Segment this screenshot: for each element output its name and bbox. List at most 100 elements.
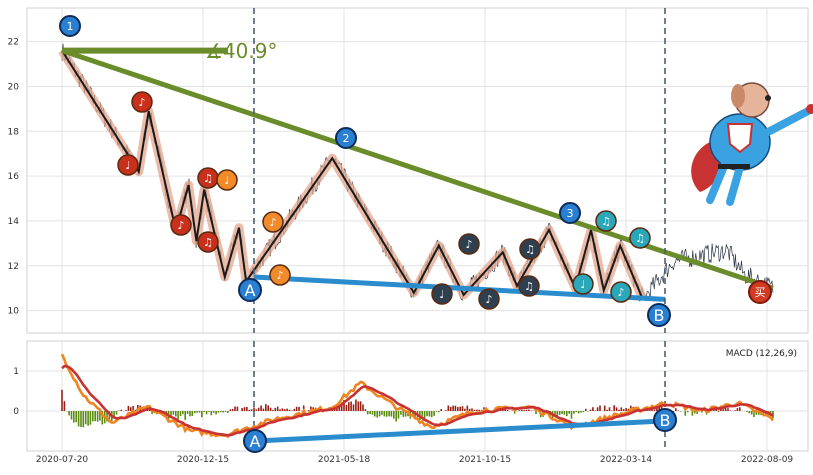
numbered-marker-label: 1 <box>67 20 74 33</box>
note-marker-circle <box>431 283 453 305</box>
music-note-marker: ♪ <box>131 91 153 113</box>
note-marker-circle <box>117 154 139 176</box>
music-note-marker: ♪ <box>269 264 291 286</box>
music-note-marker: ♫ <box>518 275 540 297</box>
music-note-marker: ♪ <box>262 211 284 233</box>
music-note-marker: ♪ <box>458 233 480 255</box>
price-y-tick-label: 16 <box>8 172 20 182</box>
note-icon: ♪ <box>177 219 184 232</box>
note-icon: ♩ <box>224 174 229 187</box>
dog-nose <box>765 95 771 101</box>
music-note-marker: ♫ <box>197 231 219 253</box>
note-icon: ♪ <box>465 238 472 251</box>
resistance-trendline <box>61 48 774 291</box>
x-tick-label: 2020-07-20 <box>36 455 89 465</box>
x-tick-label: 2022-03-14 <box>600 455 653 465</box>
note-marker-circle <box>262 211 284 233</box>
note-marker-circle <box>216 169 238 191</box>
note-icon: ♫ <box>601 215 611 228</box>
macd-panel: 0 1 MACD (12,26,9) A B <box>13 340 809 453</box>
x-tick-label: 2020-12-15 <box>177 455 229 465</box>
pivot-marker-label: B <box>654 306 665 325</box>
music-note-marker: ♫ <box>595 210 617 232</box>
numbered-marker: 3 <box>559 202 581 224</box>
note-icon: ♫ <box>203 172 213 185</box>
note-marker-circle <box>269 264 291 286</box>
music-note-marker: ♩ <box>117 154 139 176</box>
numbered-marker-circle <box>559 202 581 224</box>
numbered-marker-label: 3 <box>567 207 574 220</box>
signal-line <box>61 364 774 437</box>
macd-divergence-line <box>255 418 664 444</box>
pivot-marker: B <box>647 303 671 327</box>
numbered-marker: 1 <box>59 15 81 37</box>
music-note-marker: ♩ <box>572 273 594 295</box>
buy-badge-circle <box>748 280 772 304</box>
x-tick-label: 2022-08-09 <box>741 455 794 465</box>
superhero-dog-illustration <box>691 82 813 206</box>
pivot-marker-circle <box>238 278 262 302</box>
macd-title: MACD (12,26,9) <box>726 349 797 359</box>
note-marker-circle <box>629 227 651 249</box>
note-icon: ♪ <box>276 269 283 282</box>
music-note-marker: ♩ <box>431 283 453 305</box>
x-tick-label: 2021-10-15 <box>459 455 511 465</box>
note-marker-circle <box>610 281 632 303</box>
note-marker-circle <box>197 231 219 253</box>
macd-pivot-marker-label: B <box>660 411 671 430</box>
note-icon: ♩ <box>580 278 585 291</box>
music-note-marker: ♫ <box>519 238 541 260</box>
price-y-tick-label: 10 <box>8 307 20 317</box>
price-y-tick-label: 22 <box>8 38 19 48</box>
dog-emblem <box>726 123 754 154</box>
note-marker-circle <box>595 210 617 232</box>
note-marker-circle <box>131 91 153 113</box>
price-y-tick-label: 14 <box>8 217 20 227</box>
music-note-marker: ♪ <box>610 281 632 303</box>
x-tick-label: 2021-05-18 <box>318 455 371 465</box>
note-icon: ♩ <box>439 288 444 301</box>
dog-belt <box>718 164 750 169</box>
note-marker-circle <box>518 275 540 297</box>
macd-y-tick-label: 1 <box>13 367 19 377</box>
pivot-marker: A <box>238 278 262 302</box>
macd-pivot-marker-label: A <box>250 432 261 451</box>
dog-ear <box>731 84 745 108</box>
price-y-tick-label: 20 <box>8 82 20 92</box>
angle-label: ∡40.9° <box>205 39 277 63</box>
dog-arm <box>764 106 813 136</box>
price-y-tick-label: 18 <box>8 127 20 137</box>
numbered-marker-label: 2 <box>343 132 350 145</box>
note-icon: ♪ <box>269 216 276 229</box>
note-icon: ♫ <box>635 232 645 245</box>
buy-badge: 买 <box>748 280 772 304</box>
note-icon: ♫ <box>524 280 534 293</box>
note-marker-circle <box>170 214 192 236</box>
pivot-marker-label: A <box>245 281 256 300</box>
music-note-marker: ♩ <box>216 169 238 191</box>
zigzag-line <box>61 50 644 300</box>
note-marker-circle <box>572 273 594 295</box>
note-icon: ♪ <box>138 96 145 109</box>
note-icon: ♫ <box>203 236 213 249</box>
dog-legs <box>706 160 744 206</box>
music-note-marker: ♫ <box>197 167 219 189</box>
macd-pivot-marker-circle <box>243 429 267 453</box>
note-icon: ♪ <box>485 293 492 306</box>
macd-pivot-marker-circle <box>653 408 677 432</box>
music-note-marker: ♫ <box>629 227 651 249</box>
price-y-tick-label: 12 <box>8 262 19 272</box>
numbered-marker: 2 <box>335 127 357 149</box>
note-icon: ♩ <box>125 159 130 172</box>
dog-fist <box>806 104 813 114</box>
note-icon: ♪ <box>617 286 624 299</box>
note-marker-circle <box>478 288 500 310</box>
music-note-marker: ♪ <box>478 288 500 310</box>
numbered-marker-circle <box>335 127 357 149</box>
macd-pivot-marker: B <box>653 408 677 432</box>
support-trendline <box>253 274 666 302</box>
numbered-marker-circle <box>59 15 81 37</box>
buy-badge-label: 买 <box>755 286 766 299</box>
